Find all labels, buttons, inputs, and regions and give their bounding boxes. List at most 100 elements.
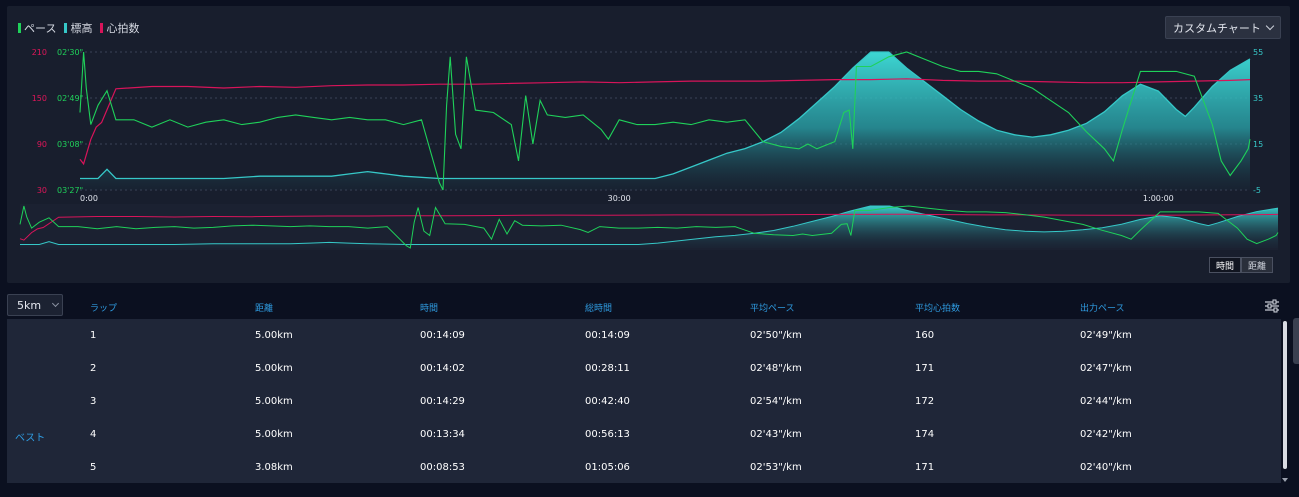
- toggle-distance-button[interactable]: 距離: [1241, 257, 1274, 273]
- axis-toggle: 時間 距離: [1209, 257, 1274, 273]
- cell-avg-pace: 02'48"/km: [750, 363, 802, 374]
- cell-lap: 5: [90, 462, 97, 473]
- table-row[interactable]: 3 5.00km 00:14:29 00:42:40 02'54"/km 172…: [7, 385, 1281, 418]
- legend-item-pace[interactable]: ペース: [18, 20, 56, 36]
- hr-tick-label: 30: [37, 186, 47, 195]
- legend-swatch-elevation: [64, 23, 68, 33]
- custom-chart-button[interactable]: カスタムチャート: [1165, 16, 1281, 39]
- cell-distance: 3.08km: [255, 462, 293, 473]
- lap-distance-value: 5km: [17, 298, 42, 312]
- elevation-tick-label: -5: [1253, 186, 1261, 195]
- legend-label-pace: ペース: [24, 22, 57, 35]
- toggle-time-button[interactable]: 時間: [1209, 257, 1242, 273]
- cell-avg-hr: 171: [915, 462, 935, 473]
- header-time[interactable]: 時間: [420, 304, 439, 314]
- cell-output-pace: 02'49"/km: [1080, 330, 1132, 341]
- row-tag-best: ベスト: [15, 433, 46, 444]
- pace-line: [79, 51, 1251, 191]
- cell-time: 00:14:29: [420, 396, 465, 407]
- cell-output-pace: 02'42"/km: [1080, 429, 1132, 440]
- header-distance[interactable]: 距離: [255, 304, 274, 314]
- cell-lap: 2: [90, 363, 97, 374]
- cell-avg-hr: 174: [915, 429, 935, 440]
- cell-total-time: 00:14:09: [585, 330, 630, 341]
- hr-tick-label: 210: [32, 48, 47, 57]
- overview-elevation-fill: [20, 206, 1278, 248]
- cell-output-pace: 02'47"/km: [1080, 363, 1132, 374]
- cell-distance: 5.00km: [255, 396, 293, 407]
- cell-avg-hr: 172: [915, 396, 935, 407]
- elevation-line: [80, 51, 1251, 180]
- overview-elevation-line: [20, 205, 1279, 245]
- cell-lap: 3: [90, 396, 97, 407]
- legend-item-elevation[interactable]: 標高: [64, 20, 92, 36]
- cell-distance: 5.00km: [255, 363, 293, 374]
- table-row[interactable]: 5 3.08km 00:08:53 01:05:06 02'53"/km 171…: [7, 451, 1281, 484]
- table-scrollbar[interactable]: [1281, 319, 1289, 483]
- legend-swatch-heart-rate: [100, 23, 104, 33]
- legend-swatch-pace: [18, 23, 21, 33]
- cell-lap: 1: [90, 330, 97, 341]
- cell-time: 00:14:02: [420, 363, 465, 374]
- table-header: ラップ 距離 時間 総時間 平均ペース 平均心拍数 出力ペース: [0, 299, 1299, 315]
- overview-strip[interactable]: [19, 204, 1279, 250]
- pace-tick-label: 02'30": [57, 48, 83, 57]
- cell-lap: 4: [90, 429, 97, 440]
- lap-table-body: 1 5.00km 00:14:09 00:14:09 02'50"/km 160…: [7, 319, 1281, 483]
- column-settings-icon[interactable]: [1264, 299, 1280, 313]
- cell-avg-pace: 02'43"/km: [750, 429, 802, 440]
- elevation-tick-label: 35: [1253, 94, 1263, 103]
- cell-avg-pace: 02'50"/km: [750, 330, 802, 341]
- overview-heart-rate-line: [19, 213, 1279, 241]
- cell-total-time: 01:05:06: [585, 462, 630, 473]
- header-lap[interactable]: ラップ: [90, 304, 118, 314]
- hr-tick-label: 90: [37, 140, 47, 149]
- cell-total-time: 00:56:13: [585, 429, 630, 440]
- scroll-down-icon[interactable]: [1282, 478, 1288, 482]
- elevation-fill: [80, 52, 1250, 190]
- header-total-time[interactable]: 総時間: [585, 304, 613, 314]
- cell-time: 00:08:53: [420, 462, 465, 473]
- side-panel-handle[interactable]: [1293, 318, 1299, 364]
- x-tick-label: 30:00: [608, 194, 631, 203]
- legend-label-heart-rate: 心拍数: [106, 22, 140, 35]
- cell-distance: 5.00km: [255, 429, 293, 440]
- hr-tick-label: 150: [32, 94, 47, 103]
- lap-distance-select[interactable]: 5km: [7, 294, 63, 316]
- cell-time: 00:14:09: [420, 330, 465, 341]
- pace-tick-label: 03'27": [57, 186, 83, 195]
- elevation-tick-label: 15: [1253, 140, 1263, 149]
- elevation-area: [80, 52, 1250, 190]
- chart-panel: ペース 標高 心拍数 カスタムチャート: [7, 6, 1290, 283]
- cell-total-time: 00:28:11: [585, 363, 630, 374]
- legend-label-elevation: 標高: [70, 22, 93, 35]
- legend-item-heart-rate[interactable]: 心拍数: [100, 20, 139, 36]
- series-lines: [79, 51, 1251, 191]
- header-output-pace[interactable]: 出力ペース: [1080, 304, 1125, 314]
- scrollbar-thumb[interactable]: [1283, 321, 1287, 469]
- main-chart: 210 150 90 30 02'30" 02'49" 03'08" 03'27" 55 35 15…: [19, 48, 1279, 250]
- cell-output-pace: 02'40"/km: [1080, 462, 1132, 473]
- cell-avg-pace: 02'53"/km: [750, 462, 802, 473]
- cell-total-time: 00:42:40: [585, 396, 630, 407]
- table-row[interactable]: 2 5.00km 00:14:02 00:28:11 02'48"/km 171…: [7, 352, 1281, 385]
- axis-labels: 210 150 90 30 02'30" 02'49" 03'08" 03'27" 55 35 15…: [32, 48, 1263, 203]
- custom-chart-label: カスタムチャート: [1173, 21, 1261, 35]
- elevation-tick-label: 55: [1253, 48, 1263, 57]
- header-avg-hr[interactable]: 平均心拍数: [915, 304, 961, 314]
- header-avg-pace[interactable]: 平均ペース: [750, 304, 795, 314]
- chart-legend: ペース 標高 心拍数: [18, 20, 139, 36]
- cell-output-pace: 02'44"/km: [1080, 396, 1132, 407]
- table-row[interactable]: ベスト 4 5.00km 00:13:34 00:56:13 02'43"/km…: [7, 418, 1281, 451]
- cell-avg-hr: 171: [915, 363, 935, 374]
- cell-avg-pace: 02'54"/km: [750, 396, 802, 407]
- cell-time: 00:13:34: [420, 429, 465, 440]
- heart-rate-line: [79, 78, 1251, 166]
- overview-pace-line: [19, 205, 1279, 249]
- x-tick-label: 0:00: [80, 194, 98, 203]
- cell-distance: 5.00km: [255, 330, 293, 341]
- pace-tick-label: 02'49": [57, 94, 83, 103]
- x-tick-label: 1:00:00: [1143, 194, 1174, 203]
- cell-avg-hr: 160: [915, 330, 935, 341]
- table-row[interactable]: 1 5.00km 00:14:09 00:14:09 02'50"/km 160…: [7, 319, 1281, 352]
